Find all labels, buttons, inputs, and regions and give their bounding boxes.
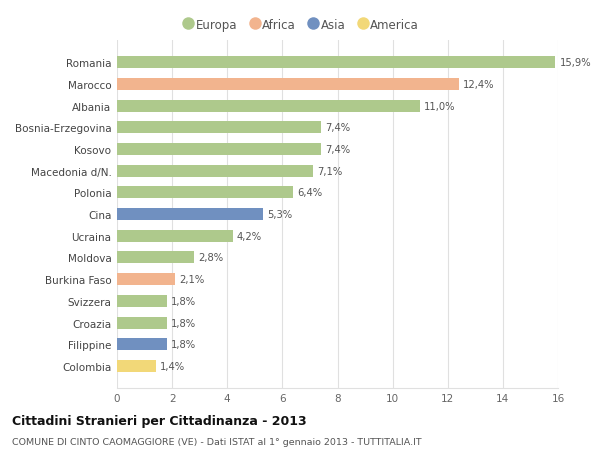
Bar xyxy=(117,165,313,177)
Legend: Europa, Africa, Asia, America: Europa, Africa, Asia, America xyxy=(181,14,424,37)
Bar xyxy=(117,144,321,156)
Text: 15,9%: 15,9% xyxy=(559,58,591,68)
Bar xyxy=(117,274,175,285)
Bar xyxy=(117,101,420,112)
Bar xyxy=(117,339,167,351)
Text: Cittadini Stranieri per Cittadinanza - 2013: Cittadini Stranieri per Cittadinanza - 2… xyxy=(12,414,307,427)
Bar xyxy=(117,122,321,134)
Bar xyxy=(117,317,167,329)
Text: 5,3%: 5,3% xyxy=(267,210,292,219)
Bar xyxy=(117,78,459,90)
Text: 7,1%: 7,1% xyxy=(317,166,342,176)
Text: 7,4%: 7,4% xyxy=(325,123,350,133)
Text: COMUNE DI CINTO CAOMAGGIORE (VE) - Dati ISTAT al 1° gennaio 2013 - TUTTITALIA.IT: COMUNE DI CINTO CAOMAGGIORE (VE) - Dati … xyxy=(12,437,422,446)
Text: 1,8%: 1,8% xyxy=(171,340,196,349)
Text: 12,4%: 12,4% xyxy=(463,80,494,90)
Bar xyxy=(117,209,263,220)
Bar xyxy=(117,230,233,242)
Text: 11,0%: 11,0% xyxy=(424,101,456,112)
Text: 6,4%: 6,4% xyxy=(298,188,323,198)
Bar xyxy=(117,187,293,199)
Bar xyxy=(117,295,167,307)
Bar xyxy=(117,57,555,69)
Text: 2,1%: 2,1% xyxy=(179,274,204,285)
Text: 7,4%: 7,4% xyxy=(325,145,350,155)
Bar xyxy=(117,360,155,372)
Text: 4,2%: 4,2% xyxy=(237,231,262,241)
Text: 1,4%: 1,4% xyxy=(160,361,185,371)
Bar xyxy=(117,252,194,264)
Text: 1,8%: 1,8% xyxy=(171,318,196,328)
Text: 1,8%: 1,8% xyxy=(171,296,196,306)
Text: 2,8%: 2,8% xyxy=(199,253,223,263)
